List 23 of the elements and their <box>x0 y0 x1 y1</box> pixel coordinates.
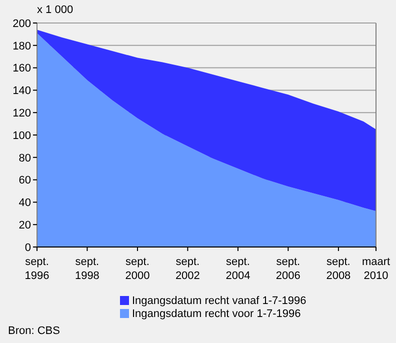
y-tick-label: 140 <box>12 85 31 98</box>
x-tick-label: sept. 2002 <box>175 256 200 282</box>
x-tick-label: sept. 1996 <box>24 256 50 282</box>
y-tick-label: 40 <box>18 197 31 210</box>
y-tick-label: 160 <box>12 62 31 75</box>
y-tick-label: 120 <box>12 107 31 120</box>
y-tick-label: 80 <box>18 152 31 164</box>
y-tick-label: 20 <box>18 219 31 232</box>
text: Bron: CBS <box>8 324 60 337</box>
y-tick-label: 200 <box>12 18 31 30</box>
y-tick-label: 180 <box>12 40 31 52</box>
x-tick-label: sept. 2006 <box>276 256 300 282</box>
x-tick-label: sept. 2004 <box>226 256 250 282</box>
x-tick-label: sept. 2000 <box>125 256 150 282</box>
x-tick-label: sept. 1998 <box>74 256 100 282</box>
x-tick-label: sept. 2008 <box>326 256 351 282</box>
y-tick-label: 60 <box>18 174 31 187</box>
legend-label: Ingangsdatum recht vanaf 1-7-1996 <box>132 294 306 307</box>
y-axis-title: x 1 000 <box>37 4 74 16</box>
x-tick-label: maart 2010 <box>362 256 390 282</box>
y-tick-label: 100 <box>12 130 31 142</box>
y-tick-label: 0 <box>24 242 31 254</box>
legend-label: Ingangsdatum recht voor 1-7-1996 <box>132 308 301 320</box>
